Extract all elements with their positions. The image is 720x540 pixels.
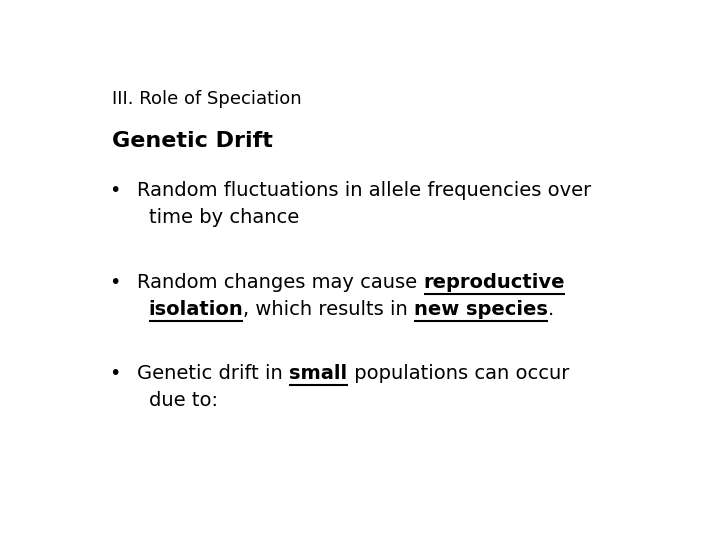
Text: populations can occur: populations can occur <box>348 364 569 383</box>
Text: Genetic drift in: Genetic drift in <box>138 364 289 383</box>
Text: small: small <box>289 364 348 383</box>
Text: due to:: due to: <box>148 391 217 410</box>
Text: Random changes may cause: Random changes may cause <box>138 273 424 292</box>
Text: reproductive: reproductive <box>424 273 565 292</box>
Text: .: . <box>548 300 554 319</box>
Text: new species: new species <box>414 300 548 319</box>
Text: •: • <box>109 364 121 383</box>
Text: time by chance: time by chance <box>148 208 299 227</box>
Text: Genetic Drift: Genetic Drift <box>112 131 273 151</box>
Text: •: • <box>109 273 121 292</box>
Text: , which results in: , which results in <box>243 300 414 319</box>
Text: III. Role of Speciation: III. Role of Speciation <box>112 90 302 108</box>
Text: Random fluctuations in allele frequencies over: Random fluctuations in allele frequencie… <box>138 181 592 200</box>
Text: •: • <box>109 181 121 200</box>
Text: isolation: isolation <box>148 300 243 319</box>
